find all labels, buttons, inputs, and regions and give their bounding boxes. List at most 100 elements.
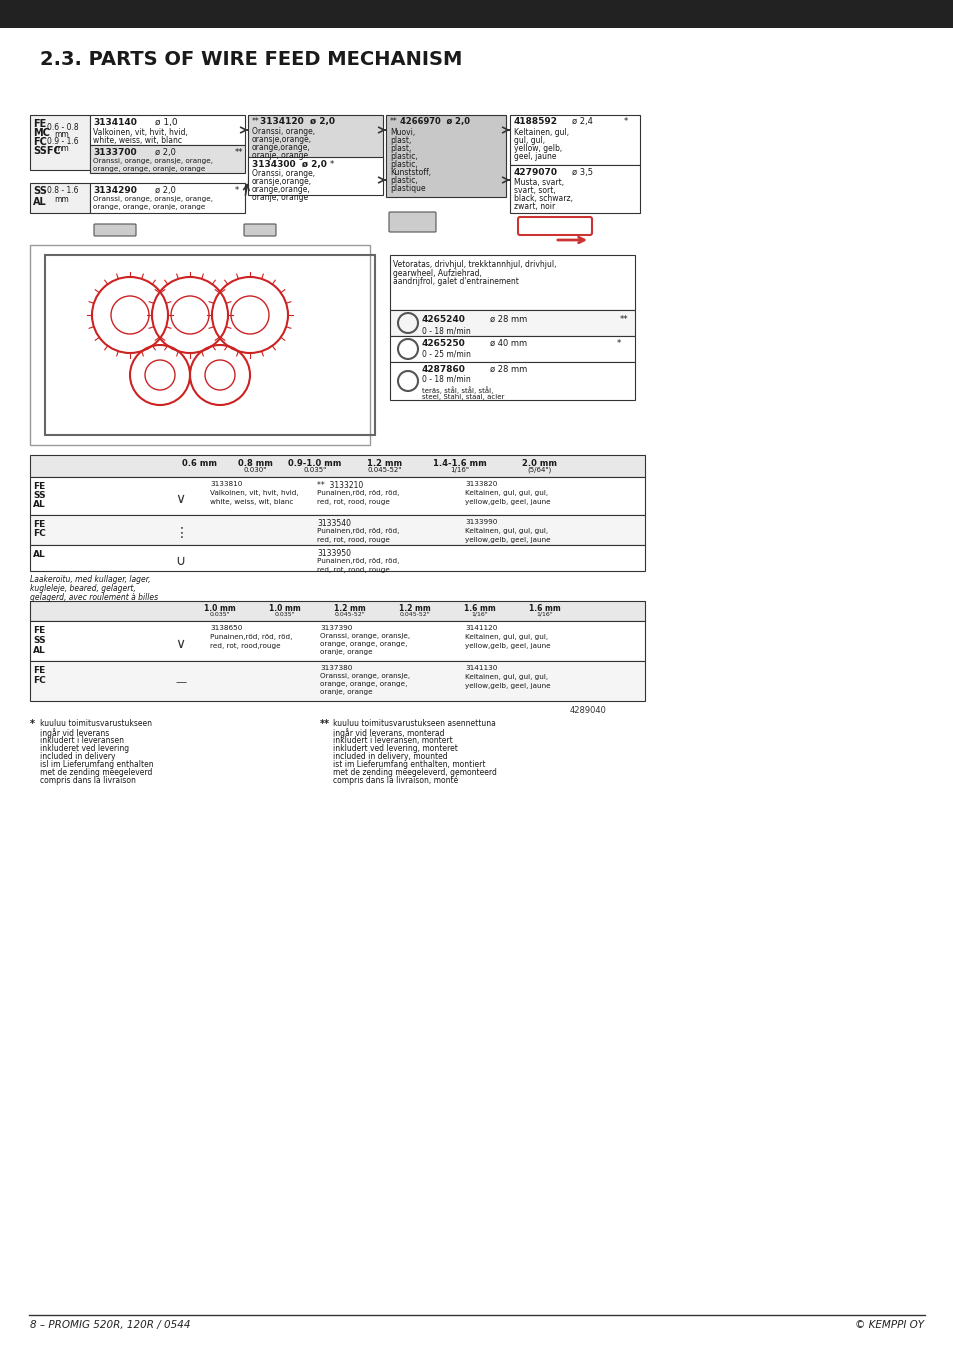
Text: 3133540: 3133540 [316,518,351,528]
Text: FC: FC [33,529,46,539]
Text: Punainen,röd, röd, röd,: Punainen,röd, röd, röd, [316,490,399,495]
Text: Keltainen, gul,: Keltainen, gul, [514,128,569,136]
Polygon shape [0,0,953,28]
Text: 4265240: 4265240 [421,315,465,324]
Text: compris dans la livraison, monté: compris dans la livraison, monté [333,776,457,786]
Text: aandrijfrol, galet d'entrainement: aandrijfrol, galet d'entrainement [393,277,518,286]
Text: orange, orange, oranje, orange: orange, orange, oranje, orange [92,204,205,211]
Text: plastique: plastique [390,184,425,193]
Text: ∨: ∨ [174,491,185,506]
Text: 3134140: 3134140 [92,117,136,127]
Text: **: ** [234,148,243,157]
Text: isl im Lieferumfang enthalten: isl im Lieferumfang enthalten [40,760,153,770]
Text: 4188592: 4188592 [514,117,558,126]
Text: FE: FE [33,119,46,130]
Text: compris dans la livraison: compris dans la livraison [40,776,135,784]
Text: mm: mm [54,194,69,204]
Text: FC: FC [33,676,46,684]
Bar [386,115,505,197]
Text: 1.2 mm: 1.2 mm [367,459,402,468]
Text: included in delivery, mounted: included in delivery, mounted [333,752,447,761]
Text: 1.2 mm: 1.2 mm [334,603,366,613]
Bar [45,255,375,435]
Bar [248,157,382,194]
Text: red, rot, rood, rouge: red, rot, rood, rouge [316,537,390,543]
Text: ø 3,5: ø 3,5 [572,167,593,177]
FancyBboxPatch shape [389,212,436,232]
Text: 3137390: 3137390 [319,625,352,630]
Text: Musta, svart,: Musta, svart, [514,178,563,188]
Text: **  3133210: ** 3133210 [316,481,363,490]
Text: 0 - 18 m/min: 0 - 18 m/min [421,325,470,335]
Text: SSFC: SSFC [33,146,61,157]
Text: 4279070: 4279070 [514,167,558,177]
Text: ø 28 mm: ø 28 mm [490,315,527,324]
Bar [390,336,635,362]
Text: Oranssi, orange, oransje, orange,: Oranssi, orange, oransje, orange, [92,196,213,202]
Text: red, rot, rood, rouge: red, rot, rood, rouge [316,500,390,505]
Text: 0.045-52": 0.045-52" [368,467,402,472]
Text: 2.0 mm: 2.0 mm [522,459,557,468]
Text: zwart, noir: zwart, noir [514,202,555,211]
Text: oranje, orange: oranje, orange [319,649,373,655]
Text: FE: FE [33,520,45,529]
Text: 3133820: 3133820 [464,481,497,487]
Text: SS: SS [33,186,47,196]
Text: Muovi,: Muovi, [390,128,415,136]
Text: —: — [174,676,186,687]
Text: 0.9 - 1.6: 0.9 - 1.6 [47,136,78,146]
Text: *: * [617,339,620,348]
Text: 1.0 mm: 1.0 mm [269,603,300,613]
Text: Oranssi, orange, oransje,: Oranssi, orange, oransje, [319,633,410,639]
Text: kuuluu toimitusvarustukseen asennettuna: kuuluu toimitusvarustukseen asennettuna [333,720,496,728]
Text: 3138650: 3138650 [210,625,242,630]
Bar [390,255,635,310]
Text: *: * [330,161,334,169]
Text: *: * [30,720,35,729]
Text: Keltainen, gul, gul, gul,: Keltainen, gul, gul, gul, [464,528,548,535]
Text: oranje, orange: oranje, orange [252,193,308,202]
Text: black, schwarz,: black, schwarz, [514,194,573,202]
Text: 8 – PROMIG 520R, 120R / 0544: 8 – PROMIG 520R, 120R / 0544 [30,1320,191,1330]
Text: kugleleje, beared, gelagert,: kugleleje, beared, gelagert, [30,585,135,593]
Text: FE: FE [33,482,45,491]
Text: *: * [234,186,239,194]
Text: included in delivery: included in delivery [40,752,115,761]
Text: 0.035": 0.035" [303,467,326,472]
Text: 1/16": 1/16" [471,612,488,617]
Text: *: * [623,117,628,126]
Text: 3133810: 3133810 [210,481,242,487]
Text: Valkoinen, vit, hvit, hvid,: Valkoinen, vit, hvit, hvid, [92,128,188,136]
Text: 4287860: 4287860 [421,364,465,374]
Text: ø 2,4: ø 2,4 [572,117,592,126]
Text: 1.6 mm: 1.6 mm [529,603,560,613]
Text: (5/64"): (5/64") [527,467,552,474]
Text: plastic,: plastic, [390,176,417,185]
Text: inkluderet ved levering: inkluderet ved levering [40,744,129,753]
Text: ⋮: ⋮ [174,526,189,540]
Text: orange, orange, orange,: orange, orange, orange, [319,641,407,647]
Text: ø 1,0: ø 1,0 [154,117,177,127]
Text: ∪: ∪ [174,554,185,568]
Text: Kunststoff,: Kunststoff, [390,167,431,177]
Text: white, weiss, wit, blanc: white, weiss, wit, blanc [210,500,294,505]
Text: oransje,orange,: oransje,orange, [252,177,312,186]
Text: 1.0 mm: 1.0 mm [204,603,235,613]
Bar [30,244,370,446]
Bar [30,514,644,545]
Text: Keltainen, gul, gul, gul,: Keltainen, gul, gul, gul, [464,674,548,680]
Text: ø 28 mm: ø 28 mm [490,364,527,374]
Bar [30,545,644,571]
Text: FE: FE [33,666,45,675]
Text: Oranssi, orange,: Oranssi, orange, [252,127,314,136]
Text: orange,orange,: orange,orange, [252,143,311,153]
Text: oransje,orange,: oransje,orange, [252,135,312,144]
Bar [0,0,953,28]
Text: 0.8 mm: 0.8 mm [237,459,273,468]
Text: ø 40 mm: ø 40 mm [490,339,527,348]
Text: **: ** [252,117,259,126]
Text: ø 2,0: ø 2,0 [154,186,175,194]
Text: 0.045-52": 0.045-52" [399,612,430,617]
Text: kuuluu toimitusvarustukseen: kuuluu toimitusvarustukseen [40,720,152,728]
Text: red, rot, rood,rouge: red, rot, rood,rouge [210,643,280,649]
